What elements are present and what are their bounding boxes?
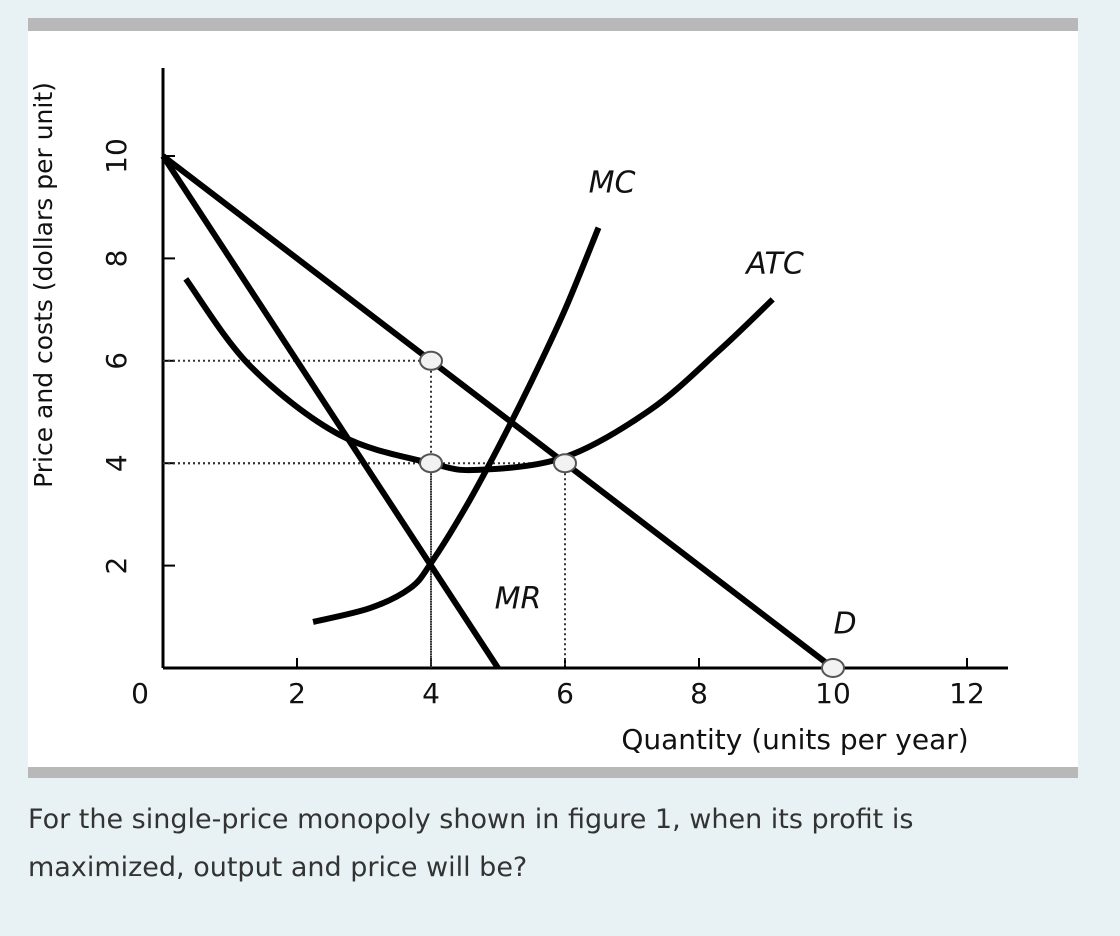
x-tick-label: 0 bbox=[131, 677, 149, 710]
y-tick-label: 2 bbox=[100, 557, 133, 575]
x-tick-label: 8 bbox=[690, 677, 708, 710]
curve bbox=[183, 277, 775, 474]
chart: Price and costs (dollars per unit) Quant… bbox=[28, 18, 1078, 778]
x-tick-label: 12 bbox=[949, 677, 985, 710]
curve bbox=[161, 153, 835, 671]
curve-label: MR bbox=[495, 582, 542, 617]
x-axis-label: Quantity (units per year) bbox=[621, 723, 968, 756]
x-tick-label: 4 bbox=[422, 677, 440, 710]
curve-label: MC bbox=[589, 166, 636, 201]
figure-background bbox=[28, 18, 1078, 778]
top-bar bbox=[28, 18, 1078, 31]
curve-label: D bbox=[833, 607, 856, 642]
point bbox=[419, 350, 443, 371]
point bbox=[419, 453, 443, 474]
y-tick-label: 4 bbox=[100, 454, 133, 472]
y-axis-label: Price and costs (dollars per unit) bbox=[29, 82, 58, 488]
curve bbox=[160, 154, 501, 670]
y-tick-label: 8 bbox=[100, 249, 133, 267]
y-tick-label: 6 bbox=[100, 352, 133, 370]
point bbox=[553, 453, 577, 474]
curve bbox=[312, 226, 602, 625]
curve-label: ATC bbox=[744, 247, 804, 282]
x-tick-label: 10 bbox=[815, 677, 851, 710]
bottom-bar bbox=[28, 767, 1078, 778]
question: For the single-price monopoly shown in f… bbox=[28, 804, 914, 883]
point bbox=[821, 658, 845, 678]
x-tick-label: 6 bbox=[556, 677, 574, 710]
x-tick-label: 2 bbox=[288, 677, 306, 710]
y-tick-label: 10 bbox=[100, 138, 133, 174]
